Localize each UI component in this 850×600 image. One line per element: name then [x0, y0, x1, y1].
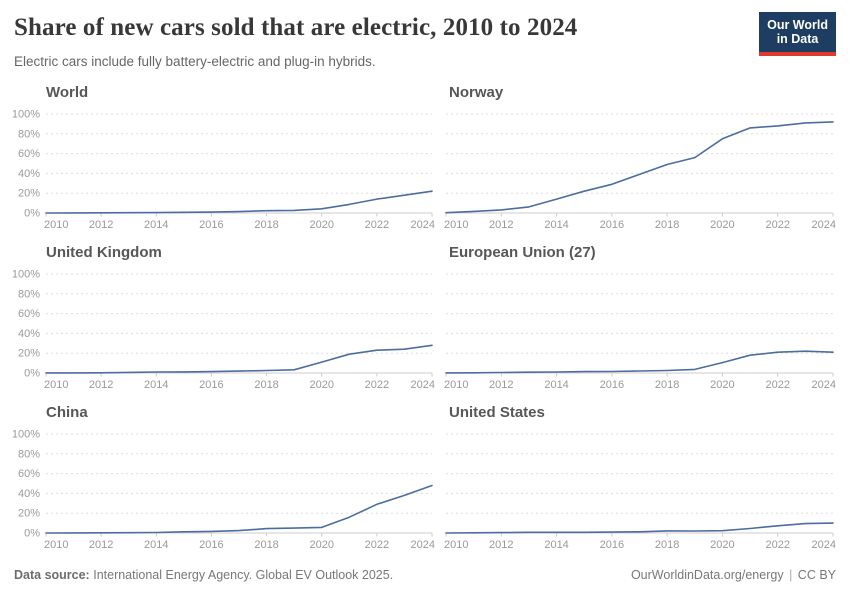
line-chart-united-kingdom: 0% 20% 40% 60% 80% 100% 2010 2012 2014 2016 2018 20…	[12, 269, 435, 392]
svg-text:2024: 2024	[812, 379, 836, 391]
svg-text:2020: 2020	[309, 379, 333, 391]
svg-text:2022: 2022	[765, 379, 789, 391]
svg-text:2020: 2020	[309, 219, 333, 231]
chart-panel-european-union: European Union (27) 2010 2012 2014 2016 2018…	[444, 244, 836, 396]
svg-text:80%: 80%	[18, 448, 40, 460]
svg-text:2014: 2014	[544, 539, 568, 551]
chart-footer: Data source: International Energy Agency…	[14, 568, 836, 582]
svg-text:2018: 2018	[655, 219, 679, 231]
svg-text:40%: 40%	[18, 488, 40, 500]
chart-title-world: World	[46, 84, 89, 101]
svg-text:2018: 2018	[254, 539, 278, 551]
svg-text:2020: 2020	[309, 539, 333, 551]
svg-text:2022: 2022	[365, 539, 389, 551]
chart-panel-china: China 0% 20% 40% 60% 80% 100% 2010 2012 2014 2016…	[12, 404, 435, 556]
page-subtitle: Electric cars include fully battery-elec…	[14, 54, 376, 69]
svg-text:100%: 100%	[12, 109, 40, 121]
svg-text:100%: 100%	[12, 429, 40, 441]
line-chart-china: 0% 20% 40% 60% 80% 100% 2010 2012 2014 2016 2018 20…	[12, 429, 435, 552]
chart-panel-united-states: United States 2010 2012 2014 2016 2018 2020 20…	[444, 404, 836, 556]
chart-panel-united-kingdom: United Kingdom 0% 20% 40% 60% 80% 100% 2010 201…	[12, 244, 435, 396]
svg-text:2018: 2018	[655, 379, 679, 391]
svg-text:0%: 0%	[24, 528, 40, 540]
svg-text:40%: 40%	[18, 168, 40, 180]
svg-text:2018: 2018	[254, 379, 278, 391]
svg-text:2024: 2024	[411, 219, 435, 231]
svg-text:2016: 2016	[600, 219, 624, 231]
svg-text:100%: 100%	[12, 269, 40, 281]
owid-logo[interactable]: Our World in Data	[759, 12, 836, 56]
chart-title-united-kingdom: United Kingdom	[46, 244, 162, 261]
line-chart-european-union: 2010 2012 2014 2016 2018 2020 2022 2024	[444, 273, 836, 391]
line-chart-norway: 2010 2012 2014 2016 2018 2020 2022 2024	[444, 113, 836, 231]
page-title: Share of new cars sold that are electric…	[14, 14, 578, 41]
svg-text:2010: 2010	[44, 379, 68, 391]
svg-text:2012: 2012	[89, 379, 113, 391]
svg-text:2016: 2016	[199, 219, 223, 231]
chart-panel-world: World 0% 20% 40% 60% 80% 100% 2010 2012 2014 2016…	[12, 84, 435, 236]
svg-text:2024: 2024	[411, 539, 435, 551]
footer-right: OurWorldinData.org/energy | CC BY	[631, 568, 836, 582]
svg-text:2014: 2014	[144, 539, 168, 551]
svg-text:20%: 20%	[18, 508, 40, 520]
svg-text:2010: 2010	[444, 219, 468, 231]
logo-line-1: Our World	[767, 18, 828, 32]
logo-line-2: in Data	[776, 32, 819, 47]
svg-text:2016: 2016	[600, 539, 624, 551]
line-chart-united-states: 2010 2012 2014 2016 2018 2020 2022 2024	[444, 433, 836, 551]
chart-panel-norway: Norway 2010 2012 2014 2016 2018 2020 2022 2024	[444, 84, 836, 236]
svg-text:2020: 2020	[710, 219, 734, 231]
footer-separator: |	[789, 568, 793, 582]
svg-text:2022: 2022	[365, 379, 389, 391]
svg-text:0%: 0%	[24, 208, 40, 220]
svg-text:2012: 2012	[89, 219, 113, 231]
line-chart-world: 0% 20% 40% 60% 80% 100% 2010 2012 2014 2016 2018 20…	[12, 109, 435, 232]
svg-text:2010: 2010	[444, 539, 468, 551]
svg-text:2012: 2012	[489, 539, 513, 551]
svg-text:2016: 2016	[199, 379, 223, 391]
svg-text:2018: 2018	[254, 219, 278, 231]
svg-text:60%: 60%	[18, 148, 40, 160]
svg-text:2018: 2018	[655, 539, 679, 551]
svg-text:2024: 2024	[411, 379, 435, 391]
svg-text:2016: 2016	[600, 379, 624, 391]
data-source-text: International Energy Agency. Global EV O…	[93, 568, 394, 582]
svg-text:40%: 40%	[18, 328, 40, 340]
chart-title-norway: Norway	[449, 84, 504, 101]
svg-text:20%: 20%	[18, 188, 40, 200]
svg-text:2022: 2022	[765, 539, 789, 551]
svg-text:2016: 2016	[199, 539, 223, 551]
svg-text:2012: 2012	[489, 219, 513, 231]
svg-text:2012: 2012	[89, 539, 113, 551]
svg-text:2014: 2014	[144, 219, 168, 231]
svg-text:2014: 2014	[544, 219, 568, 231]
svg-text:80%: 80%	[18, 288, 40, 300]
svg-text:2020: 2020	[710, 539, 734, 551]
svg-text:60%: 60%	[18, 468, 40, 480]
svg-text:2010: 2010	[444, 379, 468, 391]
svg-text:0%: 0%	[24, 368, 40, 380]
svg-text:2014: 2014	[144, 379, 168, 391]
svg-text:2024: 2024	[812, 539, 836, 551]
svg-text:2020: 2020	[710, 379, 734, 391]
svg-text:80%: 80%	[18, 128, 40, 140]
data-source-label: Data source:	[14, 568, 90, 582]
svg-text:60%: 60%	[18, 308, 40, 320]
svg-text:20%: 20%	[18, 348, 40, 360]
chart-title-united-states: United States	[449, 404, 545, 421]
license-label[interactable]: CC BY	[797, 568, 836, 582]
chart-title-china: China	[46, 404, 88, 421]
svg-text:2022: 2022	[765, 219, 789, 231]
svg-text:2010: 2010	[44, 219, 68, 231]
svg-text:2012: 2012	[489, 379, 513, 391]
svg-text:2014: 2014	[544, 379, 568, 391]
chart-title-european-union: European Union (27)	[449, 244, 596, 261]
data-source-note: Data source: International Energy Agency…	[14, 568, 393, 582]
svg-text:2010: 2010	[44, 539, 68, 551]
svg-text:2024: 2024	[812, 219, 836, 231]
svg-text:2022: 2022	[365, 219, 389, 231]
owid-link[interactable]: OurWorldinData.org/energy	[630, 568, 784, 582]
